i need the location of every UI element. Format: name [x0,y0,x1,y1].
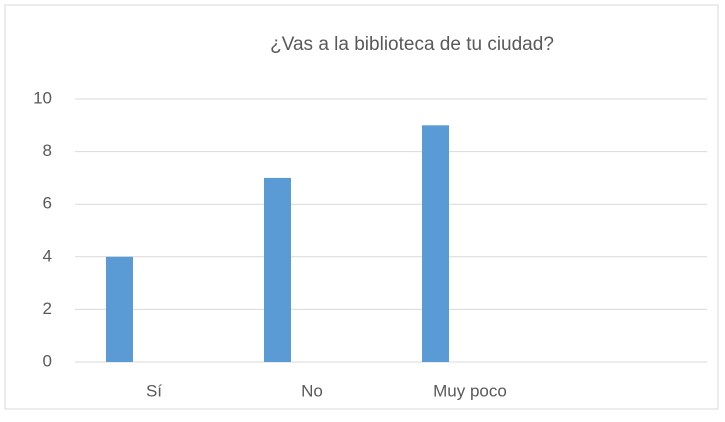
x-tick-label: Muy poco [433,381,507,400]
bar [106,256,133,362]
y-tick-label: 2 [43,299,52,318]
bar [264,177,291,362]
chart-title: ¿Vas a la biblioteca de tu ciudad? [270,34,554,55]
y-tick-label: 6 [43,194,52,213]
x-tick-label: No [301,381,323,400]
y-tick-label: 0 [43,351,52,370]
y-tick-label: 8 [43,141,52,160]
x-tick-label: Sí [146,381,162,400]
y-tick-label: 10 [33,88,52,107]
y-tick-label: 4 [43,246,52,265]
bar [422,125,449,362]
